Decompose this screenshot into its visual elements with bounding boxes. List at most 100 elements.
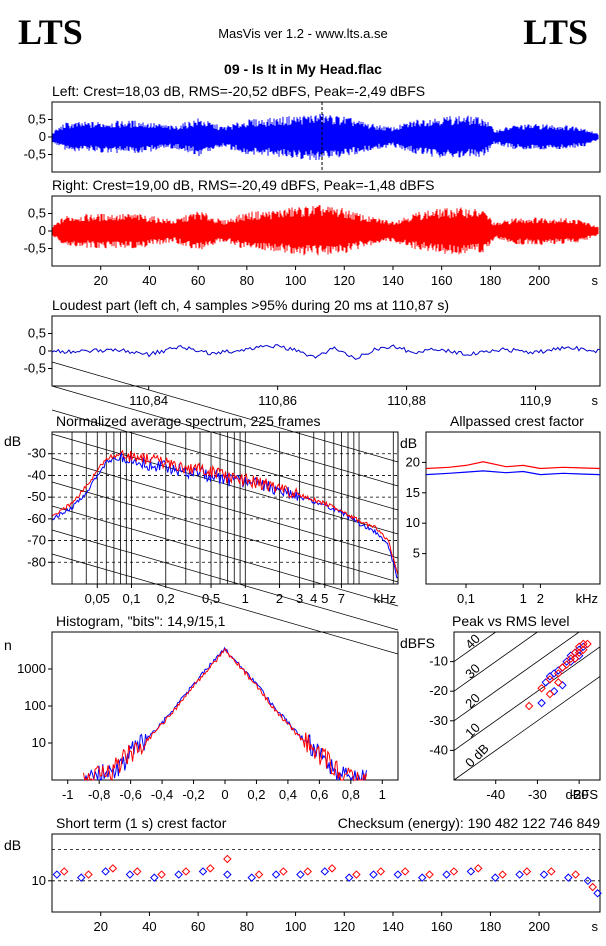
short-term-crest-point — [400, 867, 410, 876]
average-spectrum-ytick-label: -50 — [27, 489, 46, 504]
short-term-crest-point — [491, 873, 500, 882]
peak-vs-rms-point — [537, 683, 546, 693]
short-term-crest-point — [393, 870, 403, 879]
short-term-crest-point — [279, 867, 288, 876]
right-waveform-ytick-label: 0 — [39, 223, 46, 238]
loudest-part-xtick-label: 110,84 — [129, 393, 168, 408]
short-term-crest-point — [247, 873, 256, 882]
average-spectrum-xtick-label: 7 — [338, 591, 345, 606]
loudest-part-title: Loudest part (left ch, 4 samples >95% du… — [52, 297, 449, 313]
short-term-crest-xtick-label: 20 — [93, 919, 107, 934]
short-term-crest-point — [108, 864, 118, 873]
short-term-crest-x-unit: s — [592, 919, 599, 934]
short-term-crest-point — [320, 867, 330, 876]
left-waveform-title: Left: Crest=18,03 dB, RMS=-20,52 dBFS, P… — [52, 83, 425, 99]
peak-vs-rms-point — [562, 660, 571, 669]
allpassed-crest-series-1 — [425, 470, 601, 476]
right-waveform-ytick-label: -0,5 — [24, 241, 46, 256]
histogram-series-1 — [83, 648, 367, 782]
peak-vs-rms-diagonal — [453, 631, 580, 722]
short-term-crest-point — [539, 870, 549, 879]
allpassed-crest-xtick-label: 2 — [537, 591, 544, 606]
peak-vs-rms-diagonal-label: 20 — [462, 690, 483, 711]
app-title: MasVis ver 1.2 - www.lts.a.se — [218, 26, 388, 41]
average-spectrum-series-1 — [51, 449, 399, 575]
short-term-crest-checksum: Checksum (energy): 190 482 122 746 849 — [338, 815, 600, 831]
loudest-part-ytick-label: 0 — [39, 343, 46, 358]
right-waveform-xtick-label: 60 — [191, 273, 205, 288]
right-waveform-xtick-label: 140 — [382, 273, 404, 288]
average-spectrum-ylabel: dB — [4, 433, 21, 449]
short-term-crest-point — [198, 867, 208, 876]
histogram-frame — [51, 631, 399, 781]
peak-vs-rms-xtick-label: -40 — [486, 787, 505, 802]
histogram-ylabel: n — [4, 637, 12, 653]
average-spectrum-slope-line — [52, 410, 398, 510]
short-term-crest-point — [593, 889, 602, 898]
short-term-crest-point — [583, 876, 593, 886]
short-term-crest-point — [352, 870, 361, 879]
peak-vs-rms-title: Peak vs RMS level — [452, 613, 569, 629]
peak-vs-rms-point — [554, 678, 563, 687]
allpassed-crest-series-0 — [425, 461, 601, 470]
short-term-crest-point — [223, 854, 232, 864]
average-spectrum-slope-line — [52, 386, 398, 486]
short-term-crest-point — [206, 864, 215, 873]
average-spectrum-xtick-label: 0,5 — [202, 591, 220, 606]
short-term-crest-point — [157, 870, 166, 879]
right-waveform-xtick-label: 20 — [93, 273, 107, 288]
average-spectrum-ytick-label: -80 — [27, 554, 46, 569]
short-term-crest-point — [52, 870, 62, 879]
average-spectrum-xtick-label: 2 — [276, 591, 283, 606]
peak-vs-rms-point — [558, 663, 567, 672]
average-spectrum-xtick-label: 0,05 — [85, 591, 110, 606]
short-term-crest-xtick-label: 40 — [142, 919, 156, 934]
histogram-xtick-label: -0,4 — [151, 787, 173, 802]
histogram-xtick-label: 0 — [221, 787, 228, 802]
allpassed-crest-ytick-label: 15 — [406, 485, 420, 500]
short-term-crest-xtick-label: 200 — [528, 919, 550, 934]
peak-vs-rms-point — [524, 701, 534, 711]
right-waveform-x-unit: s — [592, 273, 599, 288]
short-term-crest-xtick-label: 60 — [191, 919, 205, 934]
short-term-crest-point — [125, 870, 135, 879]
peak-vs-rms-ytick-label: -30 — [429, 713, 448, 728]
short-term-crest-point — [564, 873, 573, 882]
allpassed-crest-ytick-label: 5 — [413, 546, 420, 561]
loudest-part-ytick-label: 0,5 — [28, 326, 46, 341]
peak-vs-rms-point — [570, 654, 580, 663]
average-spectrum-x-unit: kHz — [374, 591, 396, 606]
short-term-crest-title: Short term (1 s) crest factor — [56, 815, 227, 831]
peak-vs-rms-point — [545, 689, 555, 699]
average-spectrum-grid — [52, 362, 398, 654]
loudest-part-xtick-label: 110,9 — [520, 393, 552, 408]
right-waveform-ytick-label: 0,5 — [28, 206, 46, 221]
histogram-xtick-label: -0,2 — [182, 787, 204, 802]
average-spectrum-title: Normalized average spectrum, 225 frames — [56, 413, 321, 429]
histogram-xtick-label: -0,6 — [119, 787, 141, 802]
short-term-crest-point — [571, 870, 580, 879]
peak-vs-rms-diagonal-label: 10 — [462, 720, 483, 741]
left-waveform-ytick-label: -0,5 — [24, 147, 46, 162]
right-waveform-xtick-label: 200 — [528, 273, 550, 288]
short-term-crest-xtick-label: 100 — [285, 919, 307, 934]
right-waveform-signal — [52, 205, 599, 256]
loudest-part-x-unit: s — [592, 393, 599, 408]
right-waveform-xtick-label: 100 — [285, 273, 307, 288]
average-spectrum-slope-line — [52, 506, 398, 606]
average-spectrum-xtick-label: 3 — [296, 591, 303, 606]
average-spectrum-slope-line — [52, 554, 398, 654]
allpassed-crest-ylabel: dB — [400, 435, 417, 451]
short-term-crest-point — [254, 870, 264, 879]
peak-vs-rms-point — [537, 698, 546, 708]
peak-vs-rms-diagonal-label: 30 — [462, 661, 483, 682]
peak-vs-rms-point — [554, 669, 563, 678]
histogram-title: Histogram, "bits": 14,9/15,1 — [56, 613, 226, 629]
peak-vs-rms-diagonal-label: 40 — [462, 631, 483, 652]
peak-vs-rms-ytick-label: -20 — [429, 683, 448, 698]
histogram-ytick-label: 100 — [24, 698, 46, 713]
short-term-crest-point — [174, 870, 183, 879]
average-spectrum-xtick-label: 0,2 — [157, 591, 175, 606]
short-term-crest-point — [76, 873, 86, 882]
